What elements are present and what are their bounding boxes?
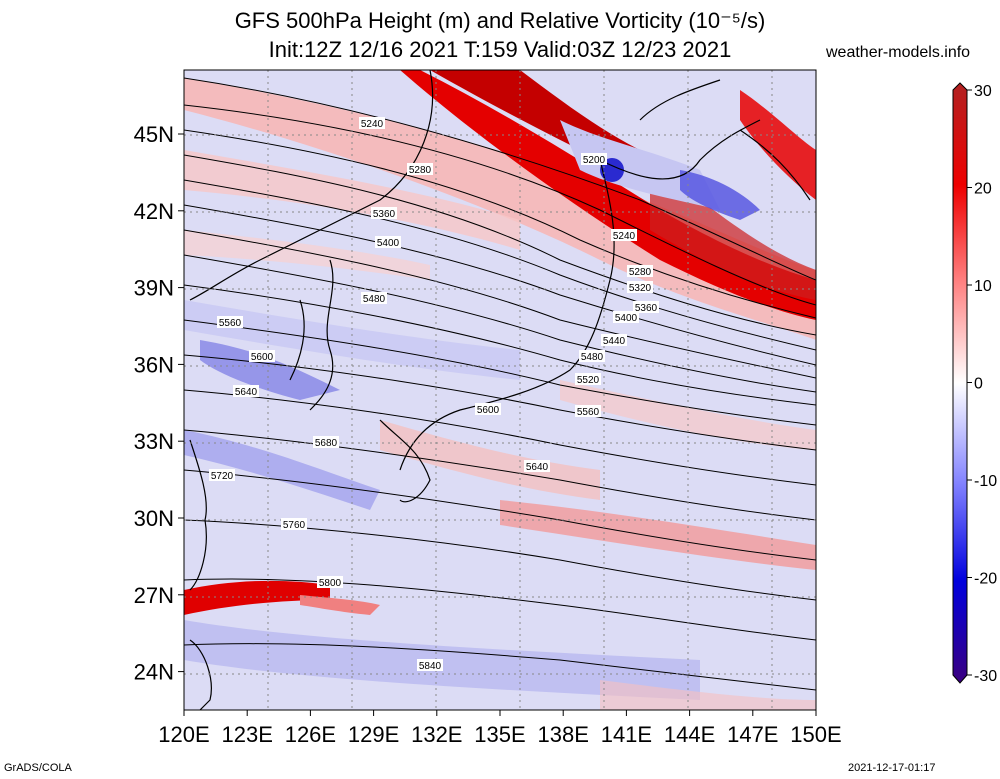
contour-label: 5560 [219,318,242,329]
lat-tick-label: 39N [134,276,174,301]
contour-label-bg [524,460,550,472]
contour-label-bg [233,385,259,397]
contour-label-bg [313,436,339,448]
contour-label: 5440 [603,336,626,347]
contour-label: 5600 [477,405,500,416]
lon-tick-label: 126E [285,722,336,747]
lat-tick-label: 33N [134,429,174,454]
contour-label: 5760 [283,520,306,531]
contour-label: 5600 [251,352,274,363]
contour-label-bg [575,405,601,417]
contour-label-bg [613,311,639,323]
lon-tick-label: 135E [474,722,525,747]
footer-credit: GrADS/COLA [4,762,72,774]
contour-label: 5520 [577,375,600,386]
grid-lines [184,70,816,710]
lon-tick-label: 123E [222,722,273,747]
contour-label-bg [375,236,401,248]
lon-tick-label: 120E [158,722,209,747]
contour-label: 5560 [577,407,600,418]
contour-label-bg [407,163,433,175]
colorbar-tick-label: -10 [974,473,997,490]
chart-title: GFS 500hPa Height (m) and Relative Vorti… [234,8,766,33]
contour-label: 5360 [373,209,396,220]
contour-label: 5720 [211,471,234,482]
contour-label: 5480 [363,294,386,305]
contour-label: 5480 [581,352,604,363]
contour-label-bg [281,518,307,530]
contour-label: 5280 [629,267,652,278]
contour-label-bg [217,316,243,328]
contour-label: 5640 [526,462,549,473]
height-contours [184,77,816,691]
contour-label: 5320 [629,283,652,294]
lon-tick-label: 132E [411,722,462,747]
lon-tick-label: 147E [727,722,778,747]
lat-tick-label: 45N [134,122,174,147]
contour-label-bg [627,265,653,277]
colorbar-tick-label: 10 [974,278,992,295]
colorbar-tick-label: 30 [974,83,992,100]
lat-tick-label: 36N [134,352,174,377]
contour-label: 5840 [419,661,442,672]
contour-label-bg [475,403,501,415]
footer-timestamp: 2021-12-17-01:17 [848,762,936,774]
colorbar-tick-label: -30 [974,668,997,685]
map-area: 5200524052405280528053205360536054005400… [184,70,816,710]
contour-label-bg [249,350,275,362]
contour-label-bg [601,334,627,346]
contour-label-bg [579,350,605,362]
lon-tick-label: 141E [601,722,652,747]
colorbar-bar [952,82,968,684]
contour-label: 5280 [409,165,432,176]
lat-tick-label: 24N [134,660,174,685]
contour-label-bg [209,469,235,481]
site-credit: weather-models.info [826,44,971,61]
lat-tick-label: 30N [134,506,174,531]
lon-axis: 120E 123E 126E 129E 132E 135E 138E 141E 144E 147E… [158,710,842,747]
contour-label-bg [361,292,387,304]
contour-label-bg [371,207,397,219]
colorbar: 30 20 10 0 -10 -20 -30 [952,82,997,685]
contour-label: 5360 [635,303,658,314]
contour-label-bg [633,301,659,313]
contour-label-group: 5200524052405280528053205360536054005400… [209,117,659,672]
lon-tick-label: 129E [348,722,399,747]
lon-tick-label: 150E [790,722,841,747]
contour-label-bg [359,117,385,129]
lat-tick-label: 27N [134,583,174,608]
contour-label: 5400 [615,313,638,324]
lat-axis: 45N 42N 39N 36N 33N 30N 27N 24N [134,122,184,685]
lat-tick-label: 42N [134,199,174,224]
contour-label: 5680 [315,438,338,449]
contour-label-bg [611,229,637,241]
contour-label: 5240 [361,119,384,130]
contour-label: 5400 [377,238,400,249]
contour-label: 5240 [613,231,636,242]
colorbar-tick-label: 0 [974,376,983,393]
lon-tick-label: 144E [664,722,715,747]
contour-label: 5200 [583,155,606,166]
contour-label-bg [581,153,607,165]
contour-label-bg [575,373,601,385]
lon-tick-label: 138E [538,722,589,747]
colorbar-tick-label: -20 [974,571,997,588]
contour-label: 5640 [235,387,258,398]
chart-subtitle: Init:12Z 12/16 2021 T:159 Valid:03Z 12/2… [268,37,732,62]
contour-label-bg [317,576,343,588]
contour-label: 5800 [319,578,342,589]
contour-label-bg [417,659,443,671]
contour-label-bg [627,281,653,293]
colorbar-tick-label: 20 [974,181,992,198]
